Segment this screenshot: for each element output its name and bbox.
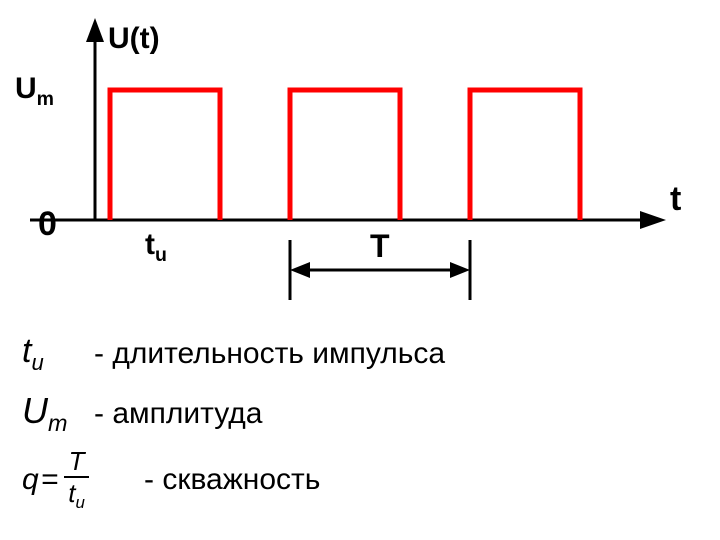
legend-symbol-q: q = T tu (22, 448, 132, 512)
pulse-1 (110, 90, 220, 220)
legend-symbol-um: Um (22, 390, 82, 437)
y-axis-label: U(t) (108, 22, 160, 56)
legend-q-eq: = (41, 463, 59, 497)
legend-row-pulse-width: tu - длительность импульса (22, 332, 445, 376)
period-arrow-left (290, 262, 310, 278)
time-axis-label: t (670, 180, 681, 219)
pulse-width-main: t (145, 228, 155, 261)
legend-um-sub: m (48, 410, 68, 436)
legend-q-den: tu (64, 476, 89, 512)
legend-symbol-tu: tu (22, 332, 82, 376)
legend-q-fraction: T tu (64, 448, 89, 512)
period-arrow-right (450, 262, 470, 278)
legend-q-den-sub: u (75, 493, 84, 512)
x-axis-arrow (640, 211, 666, 229)
legend-text-pulse-width: - длительность импульса (94, 337, 445, 371)
legend-tu-sub: u (31, 350, 43, 375)
amplitude-label: Um (15, 72, 54, 111)
legend-q-var: q (22, 463, 39, 497)
legend-um-main: U (22, 390, 48, 431)
legend-row-amplitude: Um - амплитуда (22, 390, 262, 437)
amplitude-label-main: U (15, 72, 37, 105)
legend-q-num: T (65, 448, 89, 476)
pulse-3 (470, 90, 580, 220)
legend-row-duty-cycle: q = T tu - скважность (22, 448, 320, 512)
origin-label: 0 (38, 205, 57, 244)
legend-text-duty-cycle: - скважность (144, 463, 320, 497)
legend-text-amplitude: - амплитуда (94, 397, 262, 431)
pulse-2 (290, 90, 400, 220)
period-label: T (370, 228, 390, 265)
pulse-width-sub: u (155, 244, 167, 266)
y-axis-arrow (86, 18, 104, 42)
amplitude-label-sub: m (37, 88, 54, 110)
pulse-width-label: tu (145, 228, 167, 267)
